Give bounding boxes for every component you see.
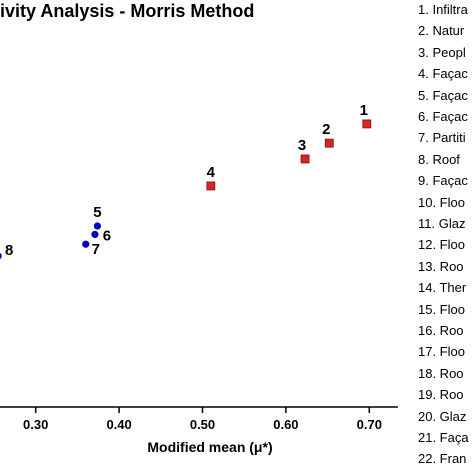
- data-label-6: 6: [103, 227, 111, 244]
- legend-item: 2. Natur: [418, 23, 465, 39]
- legend: 1. Infiltra 2. Natur 3. Peopl 4. Façac 5. Fa…: [418, 0, 474, 474]
- legend-item: 9. Façac: [418, 173, 468, 189]
- legend-item: 18. Roo: [418, 365, 464, 381]
- legend-item: 11. Glaz: [418, 216, 466, 231]
- chart-title: ivity Analysis - Morris Method: [0, 1, 255, 21]
- legend-item: 14. Ther: [418, 280, 467, 296]
- data-label-4: 4: [207, 164, 216, 181]
- data-label-7: 7: [92, 241, 100, 258]
- legend-item: 13. Roo: [418, 258, 464, 274]
- data-point-2: [324, 138, 334, 148]
- data-label-3: 3: [298, 137, 306, 154]
- legend-item: 8. Roof: [418, 151, 460, 167]
- legend-item: 22. Fran: [418, 451, 467, 467]
- x-tick-label: 0.50: [190, 417, 215, 432]
- data-point-4: [206, 181, 216, 191]
- legend-item: 21. Faça: [418, 430, 469, 445]
- data-label-5: 5: [93, 204, 101, 221]
- legend-item: 19. Roo: [418, 387, 464, 403]
- legend-item: 5. Façac: [418, 87, 468, 103]
- legend-item: 1. Infiltra: [418, 2, 468, 17]
- data-points: 1 23 4 567 8: [0, 102, 372, 260]
- data-label-1: 1: [360, 102, 368, 119]
- legend-item: 4. Façac: [418, 66, 468, 82]
- x-tick-label: 0.30: [23, 417, 48, 432]
- legend-item: 7. Partiti: [418, 130, 466, 146]
- data-label-8: 8: [5, 242, 13, 259]
- data-point-1: [362, 119, 372, 129]
- data-point-3: [300, 154, 310, 164]
- legend-item: 20. Glaz: [418, 408, 467, 424]
- x-tick-label: 0.70: [357, 417, 382, 432]
- data-label-2: 2: [322, 121, 330, 138]
- legend-item: 16. Roo: [418, 323, 464, 338]
- data-point-8: [0, 252, 2, 260]
- legend-item: 17. Floo: [418, 344, 465, 360]
- data-point-6: [91, 230, 99, 239]
- legend-item: 3. Peopl: [418, 44, 466, 60]
- data-point-7: [82, 240, 90, 248]
- legend-item: 15. Floo: [418, 301, 465, 317]
- legend-item: 12. Floo: [418, 237, 465, 253]
- x-axis-label: Modified mean (μ*): [147, 439, 272, 455]
- x-tick-label: 0.60: [273, 417, 298, 432]
- x-tick-label: 0.40: [106, 417, 131, 432]
- x-ticks: 0.30 0.40 0.50 0.60 0.70: [23, 407, 382, 432]
- legend-item: 6. Façac: [418, 109, 468, 124]
- legend-item: 10. Floo: [418, 194, 465, 210]
- data-point-5: [93, 222, 102, 230]
